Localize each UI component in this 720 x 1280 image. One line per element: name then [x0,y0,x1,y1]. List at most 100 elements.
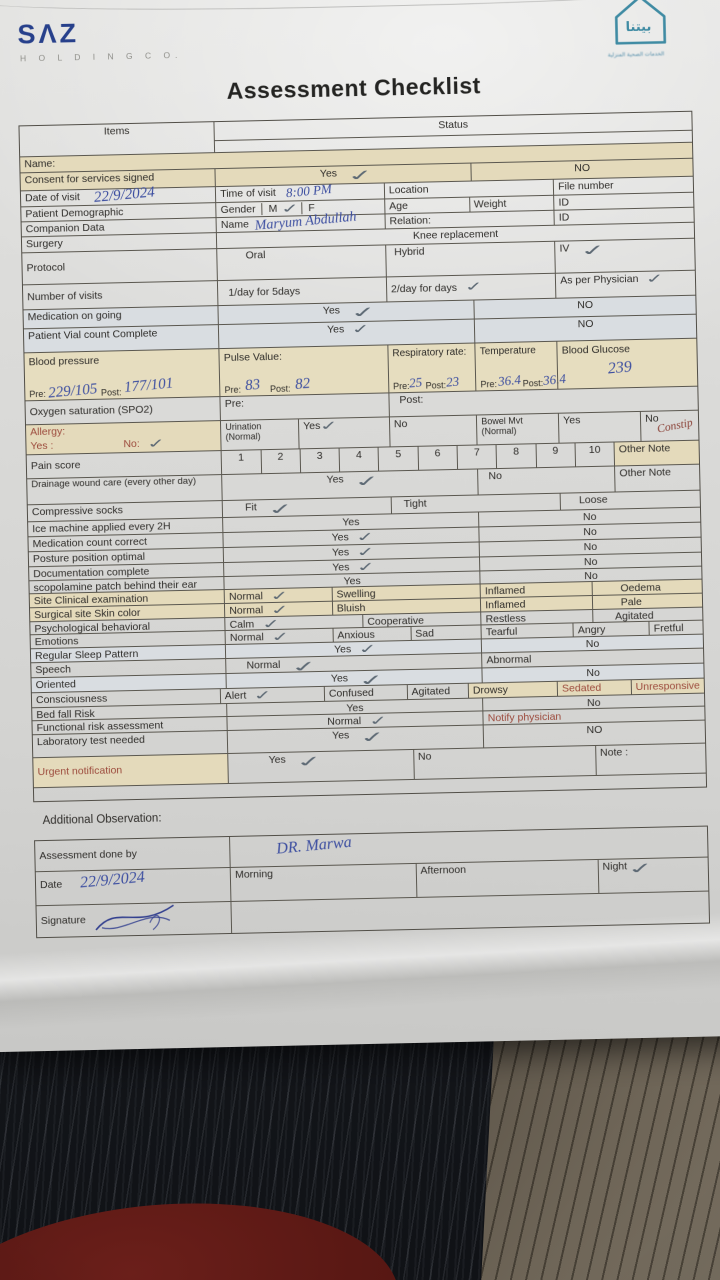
protocol-hybrid-cell: Hybrid [385,241,556,277]
temp-post-label: Post: [522,377,544,389]
emotions-anxious-cell: Anxious [332,626,411,642]
vial-yes: Yes [326,323,345,336]
urgent-no-cell: No [412,745,596,779]
drainage-no-cell: No [477,466,615,495]
check-icon: ✓ [293,752,326,771]
consent-yes: Yes [319,167,338,180]
resp-pre-value: 25 [408,374,424,391]
drainage-label: Drainage wound care (every other day) [31,475,197,491]
check-icon: ✓ [350,321,373,337]
visits-opt3: As per Physician [560,272,639,287]
footer-date-label: Date [39,878,63,892]
check-icon: ✓ [354,544,377,560]
morning-cell: Morning [229,863,417,901]
saz-holding-subtitle: H O L D I N G C O. [19,49,183,64]
psych-restless-cell: Restless [480,610,593,625]
pain-7: 7 [456,445,497,469]
night-cell: Night ✓ [597,857,709,893]
consc-sedated-cell: Sedated [556,680,631,696]
resp-values: Pre: 25 Post: 23 [393,373,460,391]
bp-post-value: 177/101 [123,375,175,396]
skin-normal: Normal [229,604,264,617]
weight-cell: Weight [468,195,554,212]
age-cell: Age [384,197,469,214]
temp-values: Pre: 36.4 Post: 36.4 [480,371,566,390]
pain-10: 10 [574,442,615,467]
emotions-fretful-cell: Fretful [648,620,703,635]
fabric-brown-patch [480,1010,720,1280]
pain-6: 6 [417,445,458,470]
home-house-logo: بيتنا [611,0,670,51]
emotions-tearful-cell: Tearful [480,623,574,639]
time-value: 8:00 PM [285,181,333,201]
pulse-pre-label: Pre: [224,384,242,395]
site-oedema-cell: Oedema [591,579,702,596]
saz-logo: SΛZ [17,18,80,50]
signature-label: Signature [40,914,86,928]
site-normal: Normal [228,590,263,603]
pulse-pre-value: 83 [244,376,261,394]
temp-label: Temperature [479,345,536,358]
signature-scribble [95,904,174,931]
vial-label: Patient Vial count Complete [27,327,158,343]
check-icon: ✓ [252,687,275,703]
urgent-note-cell: Note : [594,743,706,775]
companion-name-label: Name [220,218,250,232]
bowel-cell: Bowel Mvt (Normal) [476,413,559,445]
emotions-normal-cell: Normal ✓ [224,628,333,644]
resp-post-label: Post: [425,379,447,391]
drainage-other-cell: Other Note [614,464,700,492]
posture-yes: Yes [331,546,350,559]
bowel-note-handwriting: Constip [656,416,694,436]
resp-pre-label: Pre: [393,380,410,391]
emotions-sad-cell: Sad [410,625,481,640]
pulse-cell: Pulse Value: Pre: 83 Post: 82 [218,345,389,397]
check-icon: ✓ [318,418,341,434]
speech-normal: Normal [246,658,281,672]
skin-pale-cell: Pale [591,593,703,610]
site-normal-cell: Normal ✓ [223,587,332,604]
emotions-angry-cell: Angry [572,621,649,637]
consc-confused-cell: Confused [323,685,407,701]
check-icon: ✓ [356,727,390,746]
allergy-cell: Allergy: Yes : No: ✓ [26,421,221,455]
signoff-table: Assessment done by DR. Marwa Date 22/9/2… [34,825,711,939]
drainage-yes: Yes [326,473,344,486]
resp-label: Respiratory rate: [392,346,467,360]
additional-observation-label: Additional Observation: [42,812,162,828]
spo2-label: Oxygen saturation (SPO2) [29,404,153,419]
glucose-cell: Blood Glucose 239 [556,338,698,389]
gender-label: Gender [220,203,256,217]
file-number-cell: File number [552,176,694,195]
check-icon: ✓ [462,278,485,295]
skin-normal-cell: Normal ✓ [224,601,332,618]
consc-agitated-cell: Agitated [406,683,469,700]
urination-cell: Urination (Normal) [220,419,299,451]
check-icon: ✓ [264,499,297,518]
resp-post-value: 23 [445,373,460,390]
psych-calm: Calm [229,618,255,631]
pain-3: 3 [299,448,340,473]
home-logo-arabic: بيتنا [625,19,652,36]
done-by-label: Assessment done by [39,847,137,863]
consc-drowsy-cell: Drowsy [467,681,558,698]
afternoon-cell: Afternoon [415,859,599,897]
temp-cell: Temperature Pre: 36.4 Post: 36.4 [474,341,566,391]
pain-label: Pain score [30,459,81,473]
spo2-pre-cell: Pre: [219,393,389,421]
bp-label: Blood pressure [28,354,100,369]
pain-other-note-cell: Other Note [613,440,700,466]
consc-alert: Alert [224,689,247,703]
consc-unresponsive-cell: Unresponsive [630,678,704,695]
items-header-cell: Items [19,122,214,156]
visits-opt2: 2/day for days [390,281,458,296]
pain-4: 4 [338,447,379,472]
blood-pressure-cell: Blood pressure Pre: 229/105 Post: 177/10… [24,349,219,402]
protocol-iv: IV [559,242,570,255]
check-icon: ✓ [644,270,667,287]
site-inflamed-cell: Inflamed [479,582,592,598]
pulse-values: Pre: 83 Post: 82 [224,375,311,395]
check-icon: ✓ [576,240,610,259]
temp-pre-value: 36.4 [497,371,522,389]
documentation-yes: Yes [332,561,350,574]
